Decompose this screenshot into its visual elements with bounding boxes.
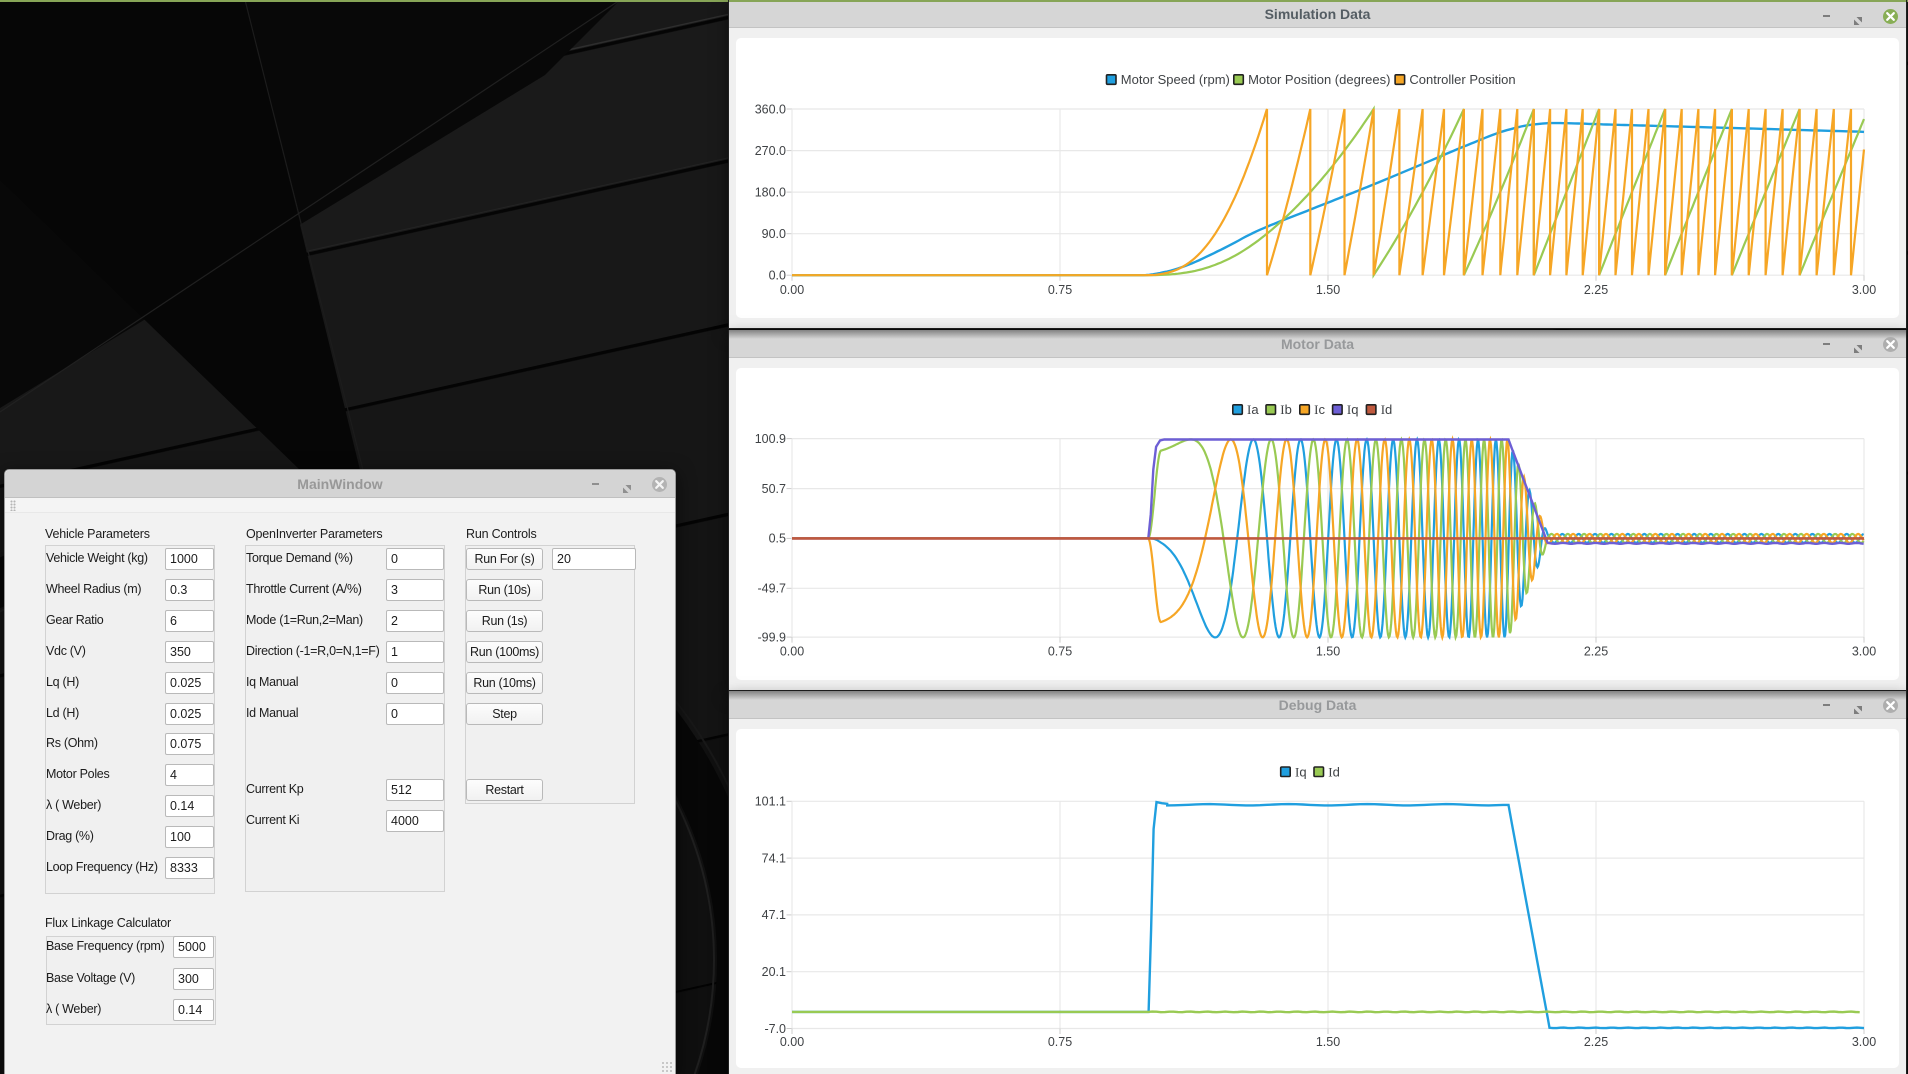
svg-text:Id: Id: [1381, 402, 1393, 417]
svg-text:2.25: 2.25: [1584, 1035, 1608, 1049]
svg-text:-7.0: -7.0: [764, 1022, 786, 1036]
svg-text:3.00: 3.00: [1852, 644, 1876, 658]
svg-text:0.75: 0.75: [1048, 644, 1072, 658]
svg-text:2.25: 2.25: [1584, 283, 1608, 297]
svg-text:101.1: 101.1: [755, 795, 786, 809]
svg-text:20.1: 20.1: [762, 965, 786, 979]
svg-text:270.0: 270.0: [755, 144, 786, 158]
svg-text:Motor Speed (rpm): Motor Speed (rpm): [1121, 72, 1230, 87]
svg-text:-49.7: -49.7: [758, 582, 787, 596]
svg-text:47.1: 47.1: [762, 908, 786, 922]
svg-text:0.75: 0.75: [1048, 1035, 1072, 1049]
svg-text:2.25: 2.25: [1584, 644, 1608, 658]
svg-text:0.00: 0.00: [780, 1035, 804, 1049]
svg-text:Ic: Ic: [1314, 402, 1325, 417]
svg-text:90.0: 90.0: [762, 227, 786, 241]
svg-text:Controller Position: Controller Position: [1409, 72, 1515, 87]
svg-text:360.0: 360.0: [755, 102, 786, 116]
svg-text:Ia: Ia: [1247, 402, 1259, 417]
svg-text:Iq: Iq: [1347, 402, 1359, 417]
svg-text:0.75: 0.75: [1048, 283, 1072, 297]
svg-text:0.5: 0.5: [769, 532, 786, 546]
svg-text:3.00: 3.00: [1852, 283, 1876, 297]
svg-text:74.1: 74.1: [762, 851, 786, 865]
svg-text:100.9: 100.9: [755, 432, 786, 446]
svg-text:Id: Id: [1328, 764, 1340, 779]
svg-text:1.50: 1.50: [1316, 644, 1340, 658]
svg-text:Motor Position (degrees): Motor Position (degrees): [1248, 72, 1390, 87]
svg-text:1.50: 1.50: [1316, 283, 1340, 297]
svg-text:0.0: 0.0: [769, 269, 786, 283]
svg-text:1.50: 1.50: [1316, 1035, 1340, 1049]
svg-text:Ib: Ib: [1280, 402, 1292, 417]
svg-text:0.00: 0.00: [780, 644, 804, 658]
svg-text:180.0: 180.0: [755, 185, 786, 199]
svg-text:0.00: 0.00: [780, 283, 804, 297]
svg-text:-99.9: -99.9: [758, 630, 787, 644]
svg-text:3.00: 3.00: [1852, 1035, 1876, 1049]
svg-text:50.7: 50.7: [762, 482, 786, 496]
svg-text:Iq: Iq: [1295, 764, 1307, 779]
